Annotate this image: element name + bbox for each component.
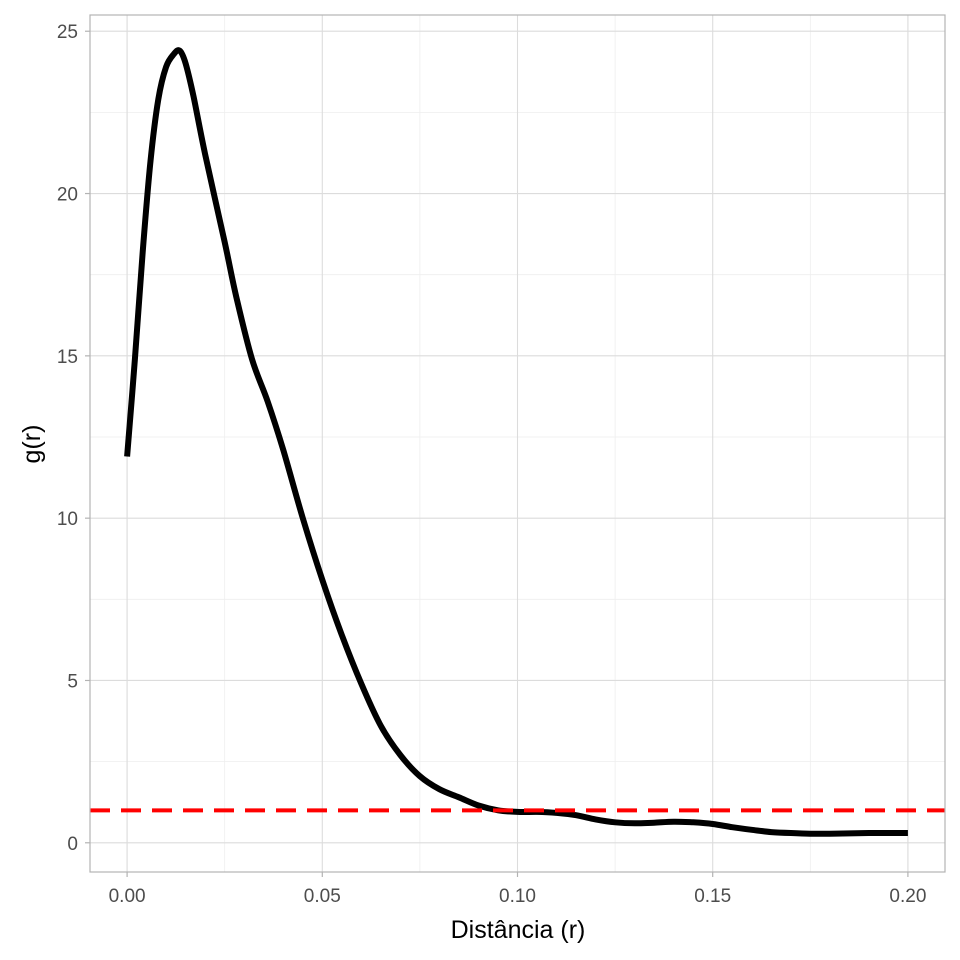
x-axis-title: Distância (r) xyxy=(451,916,586,944)
g-function-line xyxy=(124,47,908,837)
x-tick-label: 0.05 xyxy=(304,886,341,907)
y-tick-label: 20 xyxy=(57,185,78,206)
x-axis-ticks: 0.00 0.05 0.10 0.15 0.20 xyxy=(109,872,926,907)
x-tick-label: 0.15 xyxy=(694,886,731,907)
y-axis-ticks: 0 5 10 15 20 25 xyxy=(57,22,90,855)
x-tick-label: 0.10 xyxy=(499,886,536,907)
data-layer xyxy=(90,47,945,837)
major-gridlines xyxy=(90,15,945,872)
y-tick-label: 25 xyxy=(57,22,78,43)
y-axis-title: g(r) xyxy=(18,425,46,464)
x-tick-label: 0.00 xyxy=(109,886,146,907)
x-tick-label: 0.20 xyxy=(889,886,926,907)
y-tick-label: 15 xyxy=(57,347,78,368)
y-tick-label: 10 xyxy=(57,509,78,530)
y-tick-label: 5 xyxy=(67,671,78,692)
y-tick-label: 0 xyxy=(67,834,78,855)
